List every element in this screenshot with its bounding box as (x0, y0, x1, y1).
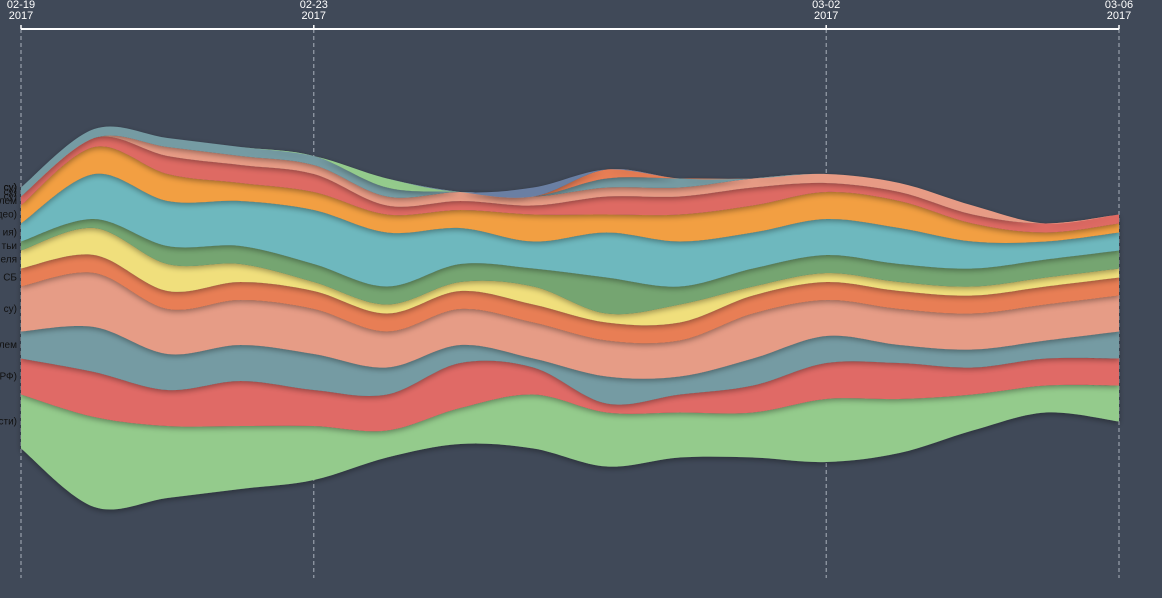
series-label-0: сти) (0, 417, 17, 428)
stream-layer-2[interactable] (21, 325, 1119, 405)
stream-layer-6[interactable] (21, 218, 1119, 315)
stream-layers (21, 126, 1119, 510)
series-label-14: су) (4, 183, 17, 194)
stream-layer-4[interactable] (21, 254, 1119, 344)
x-tick-label-2: 03-02 (812, 0, 840, 11)
series-label-2: лем (0, 340, 17, 351)
series-label-8: део) (0, 210, 17, 221)
series-label-7: ия) (3, 228, 17, 239)
x-tick-label-0: 02-19 (7, 0, 35, 11)
series-label-13: су) (4, 183, 17, 194)
series-label-3: су) (4, 304, 17, 315)
stream-layer-8[interactable] (21, 146, 1119, 243)
series-label-9: лем (0, 196, 17, 207)
x-tick-year-2: 2017 (814, 10, 838, 22)
series-label-5: еля (1, 255, 17, 266)
stream-layer-5[interactable] (21, 227, 1119, 326)
stream-layer-11[interactable] (21, 126, 1119, 224)
stream-layer-3[interactable] (21, 272, 1119, 379)
series-label-11: су) (4, 187, 17, 198)
series-labels: сти)РФ)лемсу)СБелятьиия)део)лемсу)су)су)… (0, 183, 17, 428)
x-tick-year-1: 2017 (302, 10, 326, 22)
series-label-6: тьи (2, 241, 17, 252)
x-tick-year-0: 2017 (9, 10, 33, 22)
series-label-12: су) (4, 183, 17, 194)
x-tick-year-3: 2017 (1107, 10, 1131, 22)
stream-layer-9[interactable] (21, 136, 1119, 233)
stream-layer-1[interactable] (21, 357, 1119, 432)
x-tick-label-1: 02-23 (300, 0, 328, 11)
series-label-1: РФ) (0, 372, 17, 383)
x-tick-label-3: 03-06 (1105, 0, 1133, 11)
stream-layer-0[interactable] (21, 384, 1119, 510)
series-label-4: СБ (3, 273, 17, 284)
series-label-10: су) (4, 192, 17, 203)
stream-layer-7[interactable] (21, 173, 1119, 287)
